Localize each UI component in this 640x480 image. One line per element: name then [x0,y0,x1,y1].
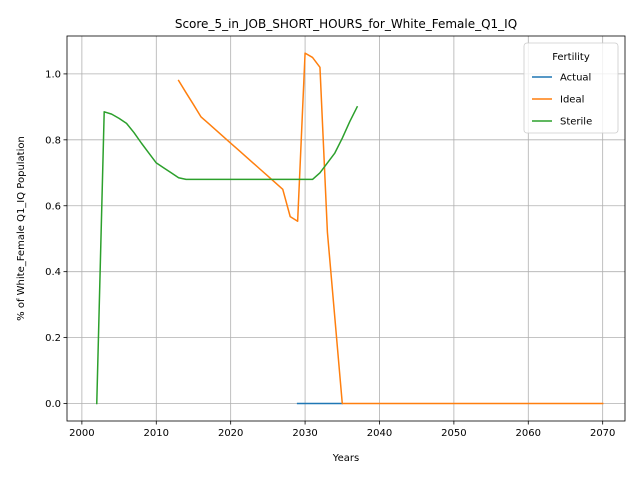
y-tick-label: 0.4 [45,267,61,278]
series-line-ideal [177,52,604,405]
x-tick-label: 2060 [516,428,541,439]
x-tick-label: 2010 [144,428,169,439]
x-tick-label: 2040 [367,428,392,439]
y-tick-label: 1.0 [45,69,61,80]
x-tick-label: 2070 [590,428,615,439]
x-tick-label: 2020 [218,428,243,439]
x-tick-label: 2030 [292,428,317,439]
legend-title: Fertility [552,52,590,63]
y-tick-label: 0.6 [45,201,61,212]
plot-frame [66,35,626,422]
legend-label-ideal: Ideal [560,95,584,106]
legend-label-sterile: Sterile [560,117,592,128]
series-line-sterile [95,105,359,405]
series-lines [95,52,604,405]
y-tick-label: 0.0 [45,399,61,410]
y-tick-label: 0.8 [45,135,61,146]
x-tick-label: 2000 [69,428,94,439]
axis-ticks: 2000 2010 2020 2030 2040 2050 2060 2070 0.0 0.2 0.… [45,69,615,439]
x-axis-label: Years [332,453,359,464]
legend: Fertility Actual Ideal Sterile [523,42,619,134]
y-axis-label: % of White_Female Q1_IQ Population [16,136,27,321]
legend-label-actual: Actual [560,73,591,84]
y-tick-label: 0.2 [45,333,61,344]
legend-box [523,42,619,134]
chart-title: Score_5_in_JOB_SHORT_HOURS_for_White_Fem… [175,17,517,31]
x-tick-label: 2050 [441,428,466,439]
